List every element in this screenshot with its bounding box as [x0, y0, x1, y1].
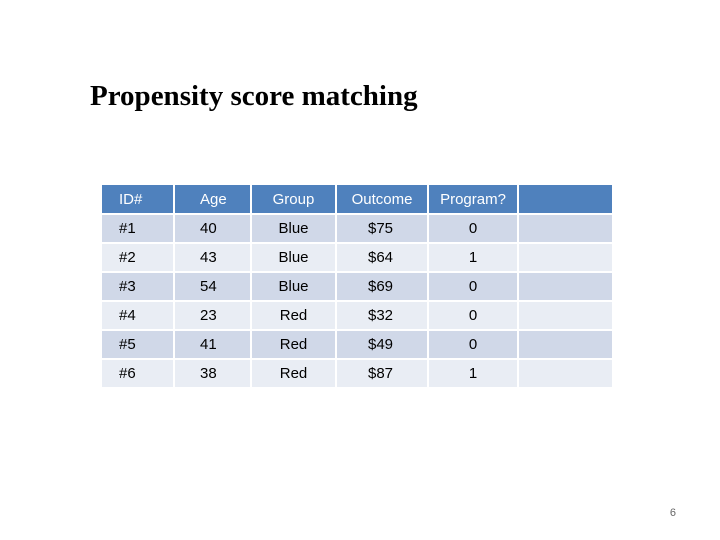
- cell-group: Red: [251, 301, 337, 331]
- cell-group: Blue: [251, 243, 337, 273]
- cell-outcome: $32: [336, 301, 429, 331]
- cell-id: #3: [102, 272, 175, 302]
- cell-outcome: $75: [336, 214, 429, 244]
- cell-group: Red: [251, 359, 337, 389]
- cell-program: 1: [428, 359, 519, 389]
- cell-extra: [518, 272, 614, 302]
- cell-age: 41: [174, 330, 252, 360]
- cell-extra: [518, 330, 614, 360]
- cell-age: 23: [174, 301, 252, 331]
- cell-id: #5: [102, 330, 175, 360]
- cell-age: 54: [174, 272, 252, 302]
- slide-title: Propensity score matching: [90, 80, 418, 112]
- cell-extra: [518, 301, 614, 331]
- cell-outcome: $69: [336, 272, 429, 302]
- table-header-row: ID# Age Group Outcome Program?: [102, 185, 614, 215]
- header-age: Age: [174, 185, 252, 215]
- table-row: #5 41 Red $49 0: [102, 330, 614, 360]
- page-number: 6: [669, 507, 676, 519]
- cell-extra: [518, 214, 614, 244]
- cell-age: 43: [174, 243, 252, 273]
- data-table: ID# Age Group Outcome Program? #1 40 Blu…: [102, 185, 614, 389]
- cell-extra: [518, 243, 614, 273]
- header-extra: [518, 185, 614, 215]
- cell-extra: [518, 359, 614, 389]
- table-row: #4 23 Red $32 0: [102, 301, 614, 331]
- header-group: Group: [251, 185, 337, 215]
- cell-group: Blue: [251, 272, 337, 302]
- table-row: #1 40 Blue $75 0: [102, 214, 614, 244]
- cell-id: #1: [102, 214, 175, 244]
- cell-program: 0: [428, 301, 519, 331]
- cell-group: Red: [251, 330, 337, 360]
- cell-program: 0: [428, 214, 519, 244]
- cell-id: #6: [102, 359, 175, 389]
- table-row: #6 38 Red $87 1: [102, 359, 614, 389]
- header-id: ID#: [102, 185, 175, 215]
- cell-program: 1: [428, 243, 519, 273]
- cell-age: 40: [174, 214, 252, 244]
- header-program: Program?: [428, 185, 519, 215]
- header-outcome: Outcome: [336, 185, 429, 215]
- cell-age: 38: [174, 359, 252, 389]
- cell-program: 0: [428, 272, 519, 302]
- cell-outcome: $49: [336, 330, 429, 360]
- cell-program: 0: [428, 330, 519, 360]
- cell-id: #2: [102, 243, 175, 273]
- table-row: #2 43 Blue $64 1: [102, 243, 614, 273]
- cell-outcome: $87: [336, 359, 429, 389]
- table-row: #3 54 Blue $69 0: [102, 272, 614, 302]
- cell-group: Blue: [251, 214, 337, 244]
- cell-id: #4: [102, 301, 175, 331]
- cell-outcome: $64: [336, 243, 429, 273]
